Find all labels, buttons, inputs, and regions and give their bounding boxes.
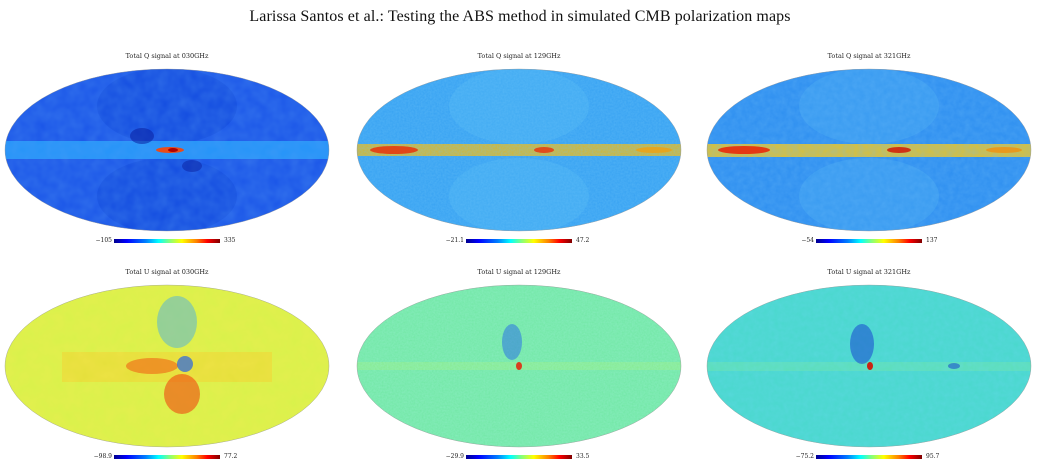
mollweide-map	[4, 68, 330, 232]
panel-q-030ghz: Total Q signal at 030GHz −105 335	[2, 52, 332, 248]
colorbar-min-label: −75.2	[795, 453, 814, 460]
colorbar: −54 137	[704, 237, 1034, 247]
colorbar-max-label: 95.7	[926, 453, 940, 460]
panel-title: Total U signal at 321GHz	[827, 268, 911, 276]
colorbar: −21.1 47.2	[354, 237, 684, 247]
panel-u-321ghz: Total U signal at 321GHz −75.2 95.7	[704, 268, 1034, 464]
colorbar-max-label: 77.2	[224, 453, 238, 460]
panel-title: Total U signal at 030GHz	[125, 268, 209, 276]
mollweide-map	[4, 284, 330, 448]
colorbar: −98.9 77.2	[2, 453, 332, 463]
paper-running-header: Larissa Santos et al.: Testing the ABS m…	[249, 8, 791, 25]
mollweide-map	[706, 284, 1032, 448]
colorbar-gradient	[114, 455, 220, 459]
colorbar: −29.9 33.5	[354, 453, 684, 463]
colorbar-max-label: 33.5	[576, 453, 590, 460]
colorbar-min-label: −29.9	[445, 453, 464, 460]
colorbar-gradient	[466, 455, 572, 459]
colorbar-gradient	[816, 239, 922, 243]
mollweide-map	[706, 68, 1032, 232]
colorbar-min-label: −21.1	[445, 237, 464, 244]
colorbar-min-label: −98.9	[93, 453, 112, 460]
colorbar-min-label: −54	[801, 237, 814, 244]
panel-u-129ghz: Total U signal at 129GHz −29.9 33.5	[354, 268, 684, 464]
panel-u-030ghz: Total U signal at 030GHz −98.9 77.2	[2, 268, 332, 464]
colorbar-gradient	[816, 455, 922, 459]
panel-q-129ghz: Total Q signal at 129GHz −21.1 47.2	[354, 52, 684, 248]
panel-q-321ghz: Total Q signal at 321GHz −54 137	[704, 52, 1034, 248]
panel-title: Total Q signal at 030GHz	[125, 52, 209, 60]
colorbar-max-label: 335	[224, 237, 236, 244]
colorbar-gradient	[466, 239, 572, 243]
panel-title: Total Q signal at 321GHz	[827, 52, 911, 60]
panel-title: Total Q signal at 129GHz	[477, 52, 561, 60]
mollweide-map	[356, 68, 682, 232]
colorbar: −75.2 95.7	[704, 453, 1034, 463]
panel-title: Total U signal at 129GHz	[477, 268, 561, 276]
colorbar: −105 335	[2, 237, 332, 247]
mollweide-map	[356, 284, 682, 448]
colorbar-min-label: −105	[95, 237, 112, 244]
colorbar-max-label: 137	[926, 237, 938, 244]
colorbar-gradient	[114, 239, 220, 243]
colorbar-max-label: 47.2	[576, 237, 590, 244]
